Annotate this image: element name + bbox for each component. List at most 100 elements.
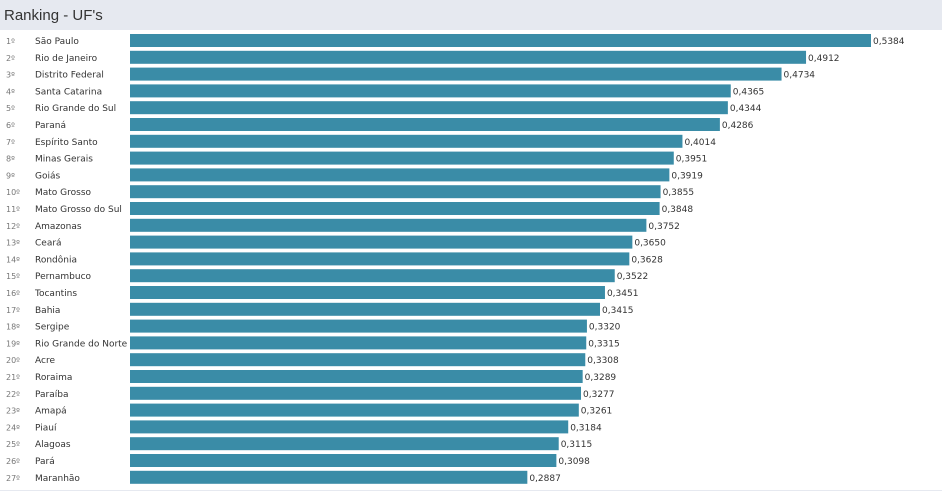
bar-row: 6º Paraná 0,4286 (6, 118, 754, 131)
bar (130, 386, 582, 400)
bar-row: 22º Paraíba 0,3277 (6, 386, 615, 400)
value-label: 0,3308 (587, 356, 619, 366)
category-label: Rio de Janeiro (35, 54, 98, 64)
rank-label: 23º (6, 407, 20, 416)
bar-row: 12º Amazonas 0,3752 (6, 218, 680, 232)
bar-row: 27º Maranhão 0,2887 (6, 470, 561, 484)
header-bar: Ranking - UF's (0, 0, 942, 30)
value-label: 0,3098 (558, 457, 590, 467)
category-label: Tocantins (34, 289, 77, 299)
rank-label: 20º (6, 356, 20, 365)
rank-label: 19º (6, 339, 20, 348)
bar (130, 454, 557, 467)
bar-row: 5º Rio Grande do Sul 0,4344 (6, 101, 762, 115)
category-label: Piauí (35, 423, 57, 433)
value-label: 0,4365 (733, 87, 765, 97)
bar-row: 16º Tocantins 0,3451 (6, 286, 638, 299)
bar (130, 168, 670, 182)
bar (130, 403, 579, 417)
rank-label: 27º (6, 474, 20, 483)
page-title: Ranking - UF's (4, 7, 103, 24)
bar (130, 269, 615, 283)
value-label: 0,3628 (631, 255, 663, 265)
value-label: 0,3451 (607, 289, 639, 299)
bar (130, 34, 871, 47)
bar-row: 17º Bahia 0,3415 (6, 302, 634, 316)
bar (130, 134, 683, 148)
value-label: 0,5384 (873, 37, 905, 47)
category-label: Pernambuco (35, 272, 92, 282)
category-label: Distrito Federal (35, 71, 104, 81)
category-label: Sergipe (35, 323, 70, 333)
rank-label: 7º (6, 138, 15, 147)
category-label: Alagoas (35, 440, 71, 450)
category-label: Pará (35, 457, 55, 467)
bar-row: 11º Mato Grosso do Sul 0,3848 (6, 202, 693, 215)
category-label: Roraima (35, 373, 72, 383)
bar-row: 10º Mato Grosso 0,3855 (6, 185, 694, 199)
bar (130, 319, 587, 333)
bar-row: 25º Alagoas 0,3115 (6, 437, 593, 451)
value-label: 0,3919 (671, 171, 703, 181)
rank-label: 15º (6, 272, 20, 281)
rank-label: 1º (6, 37, 15, 46)
value-label: 0,2887 (529, 474, 561, 484)
bar-row: 14º Rondônia 0,3628 (6, 252, 663, 266)
bar (130, 67, 782, 81)
category-label: Rio Grande do Sul (35, 104, 116, 114)
bar-row: 13º Ceará 0,3650 (6, 235, 666, 249)
value-label: 0,3752 (648, 222, 680, 232)
value-label: 0,3650 (634, 239, 666, 249)
category-label: Amazonas (35, 222, 82, 232)
rank-label: 11º (6, 205, 20, 214)
bar (130, 84, 731, 98)
rank-label: 13º (6, 239, 20, 248)
bar (130, 218, 647, 232)
bar-row: 8º Minas Gerais 0,3951 (6, 151, 708, 165)
bar-row: 20º Acre 0,3308 (6, 353, 619, 367)
category-label: Mato Grosso do Sul (35, 205, 122, 215)
value-label: 0,3289 (585, 373, 617, 383)
value-label: 0,3522 (617, 272, 649, 282)
bar-row: 26º Pará 0,3098 (6, 454, 590, 467)
value-label: 0,4014 (684, 138, 716, 148)
value-label: 0,3315 (588, 339, 620, 349)
rank-label: 25º (6, 440, 20, 449)
category-label: Rio Grande do Norte (35, 339, 128, 349)
value-label: 0,3184 (570, 423, 602, 433)
value-label: 0,3320 (589, 323, 621, 333)
bar-row: 23º Amapá 0,3261 (6, 403, 612, 417)
rank-label: 16º (6, 289, 20, 298)
bar-row: 18º Sergipe 0,3320 (6, 319, 621, 333)
value-label: 0,4286 (722, 121, 754, 131)
bar-row: 1º São Paulo 0,5384 (6, 34, 905, 47)
rank-label: 24º (6, 423, 20, 432)
bar-row: 2º Rio de Janeiro 0,4912 (6, 50, 840, 64)
bar (130, 151, 674, 165)
rank-label: 18º (6, 323, 20, 332)
bar (130, 101, 728, 115)
bar-row: 4º Santa Catarina 0,4365 (6, 84, 765, 98)
bar-row: 19º Rio Grande do Norte 0,3315 (6, 336, 620, 350)
bar (130, 353, 586, 367)
value-label: 0,3951 (676, 155, 708, 165)
value-label: 0,3848 (662, 205, 694, 215)
category-label: Amapá (35, 407, 67, 417)
value-label: 0,3115 (561, 440, 593, 450)
category-label: Mato Grosso (35, 188, 92, 198)
category-label: Bahia (35, 306, 60, 316)
bar-row: 3º Distrito Federal 0,4734 (6, 67, 815, 81)
rank-label: 4º (6, 87, 15, 96)
bar (130, 202, 660, 215)
category-label: Ceará (35, 239, 62, 249)
rank-label: 3º (6, 71, 15, 80)
rank-label: 6º (6, 121, 15, 130)
rank-label: 21º (6, 373, 20, 382)
bar (130, 420, 569, 434)
bar (130, 370, 583, 383)
value-label: 0,4344 (730, 104, 762, 114)
rank-label: 17º (6, 306, 20, 315)
bar-row: 7º Espírito Santo 0,4014 (6, 134, 716, 148)
rank-label: 26º (6, 457, 20, 466)
bar (130, 235, 633, 249)
